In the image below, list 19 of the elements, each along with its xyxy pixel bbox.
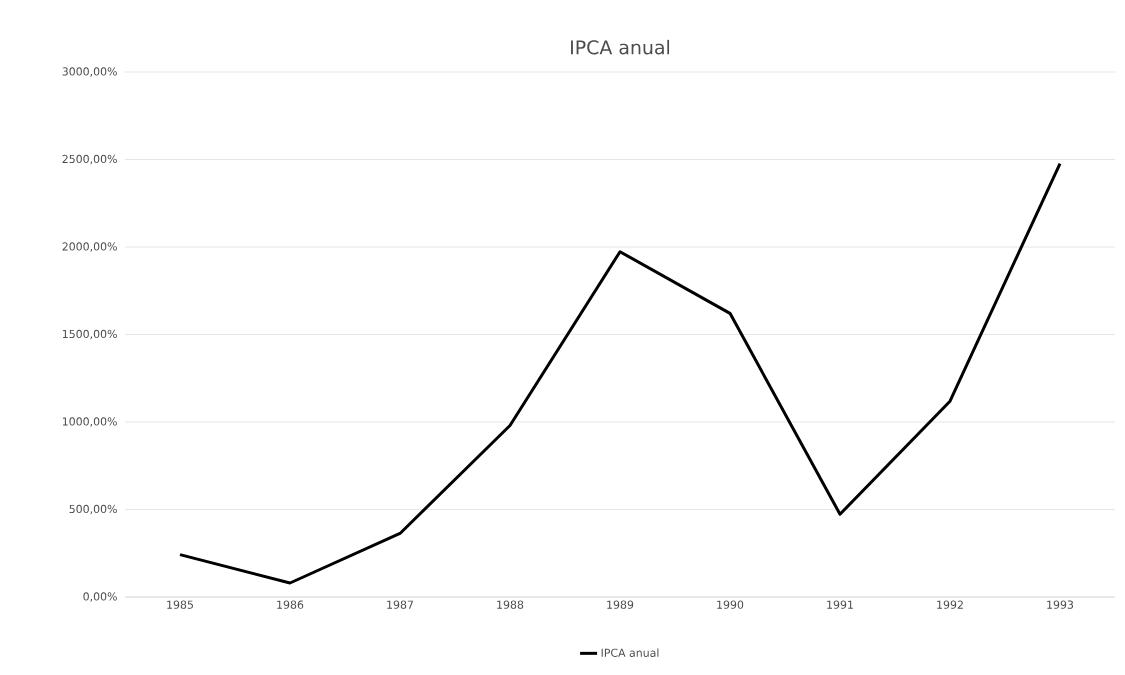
x-tick-label: 1988 <box>497 600 524 609</box>
x-tick-label: 1990 <box>717 600 744 609</box>
x-tick-label: 1985 <box>167 600 193 609</box>
y-tick-label: 3000,00% <box>62 67 117 77</box>
line-series <box>178 162 1062 585</box>
x-tick-label: 1992 <box>937 600 963 609</box>
y-tick-label: 1500,00% <box>62 329 117 340</box>
x-tick-label: 1993 <box>1047 600 1074 609</box>
legend-label: IPCA anual <box>601 648 659 657</box>
x-tick-label: 1986 <box>277 600 304 609</box>
x-tick-label: 1987 <box>387 600 413 609</box>
y-tick-label: 0,00% <box>83 592 117 602</box>
y-tick-label: 2500,00% <box>62 154 117 165</box>
x-tick-label: 1989 <box>607 600 634 609</box>
x-tick-label: 1991 <box>827 600 853 609</box>
chart-title: IPCA anual <box>571 39 670 55</box>
y-tick-label: 500,00% <box>69 504 117 515</box>
y-tick-label: 2000,00% <box>62 242 117 252</box>
y-tick-label: 1000,00% <box>62 417 117 427</box>
